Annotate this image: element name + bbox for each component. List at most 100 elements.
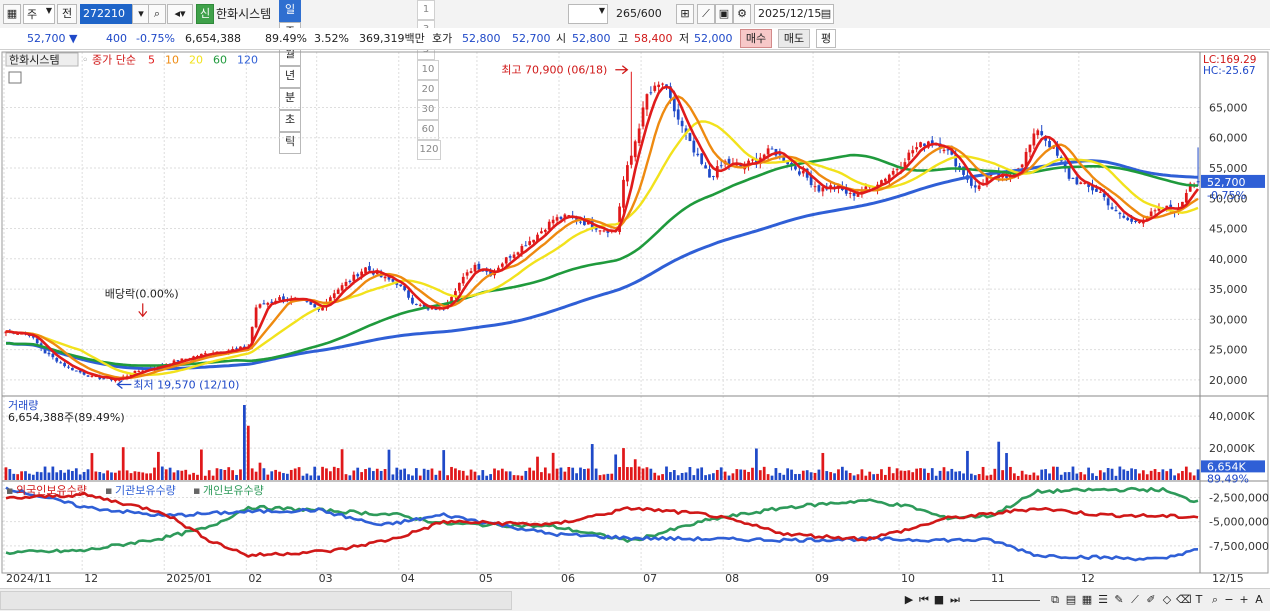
font-size-icon[interactable]: A: [1255, 593, 1263, 606]
period-number-30[interactable]: 30: [417, 100, 439, 120]
volume-bar: [1173, 475, 1176, 480]
rewind-icon[interactable]: ⏮: [919, 593, 929, 606]
pen-icon[interactable]: ✐: [1146, 593, 1156, 606]
calendar-icon[interactable]: ▤: [820, 7, 832, 20]
candle-body: [559, 217, 563, 219]
period-number-20[interactable]: 20: [417, 80, 439, 100]
stock-chart[interactable]: 20,000 25,000 30,000 35,000 40,000 45,000 50,0…: [0, 50, 1270, 588]
eraser-icon[interactable]: ⌫: [1176, 593, 1192, 606]
minus-icon[interactable]: −: [1224, 593, 1234, 606]
candle-body: [1130, 218, 1133, 222]
candle-body: [1126, 217, 1130, 221]
play-icon[interactable]: ▶: [904, 593, 914, 606]
plus-icon[interactable]: +: [1239, 593, 1249, 606]
candle-body: [1149, 211, 1153, 217]
volume-bar: [536, 456, 539, 480]
candle-body: [536, 234, 539, 242]
volume-bar: [942, 467, 946, 480]
grid-icon[interactable]: ▦: [3, 4, 21, 24]
stock-code-input[interactable]: 272210: [80, 4, 134, 24]
volume-bar: [637, 466, 641, 480]
stop-icon[interactable]: ■: [933, 593, 945, 606]
zoom-slider[interactable]: [970, 592, 1040, 601]
layout-icon[interactable]: ⧉: [1051, 593, 1059, 606]
period-tab-4[interactable]: 분: [279, 88, 301, 110]
text-icon[interactable]: T: [1195, 593, 1203, 606]
volume-bar: [590, 444, 594, 480]
volume-bars: [4, 405, 1200, 480]
candle-body: [74, 370, 78, 372]
volume-bar: [266, 474, 270, 480]
volume-bar: [907, 470, 911, 480]
speaker-icon[interactable]: ◂▾: [167, 4, 193, 24]
volume-bar: [106, 470, 109, 480]
candle-body: [649, 92, 653, 94]
volume-bar: [282, 473, 285, 480]
axes: 20,000 25,000 30,000 35,000 40,000 45,000 50,0…: [6, 101, 1269, 585]
change-percent: -0.75%: [136, 32, 175, 45]
volume-bar: [360, 472, 363, 480]
candle-body: [387, 275, 391, 280]
candle-body: [137, 370, 141, 372]
volume-bar: [981, 466, 985, 480]
volume-bar: [872, 474, 876, 480]
shape-icon[interactable]: ◇: [1162, 593, 1172, 606]
tool-icon[interactable]: ⟋: [697, 4, 715, 24]
candle-body: [540, 231, 543, 234]
candle-body: [1196, 181, 1200, 183]
volume-bar: [844, 470, 848, 480]
sell-button[interactable]: 매도: [778, 29, 810, 48]
period-number-10[interactable]: 10: [417, 60, 439, 80]
price-tick-label: 45,000: [1209, 223, 1248, 236]
candle-body: [520, 246, 524, 253]
new-badge[interactable]: 신: [196, 4, 214, 24]
market-select[interactable]: 주 ▼: [23, 4, 55, 24]
volume-bar: [489, 474, 492, 480]
volume-bar: [1016, 475, 1020, 480]
pyeong-button[interactable]: 평: [816, 29, 836, 48]
volume-bar: [1188, 472, 1192, 480]
volume-bar: [336, 468, 340, 480]
volume-bar: [1055, 466, 1059, 480]
draw-icon[interactable]: ✎: [1114, 593, 1124, 606]
period-number-120[interactable]: 120: [417, 140, 441, 160]
period-number-60[interactable]: 60: [417, 120, 439, 140]
period-tab-3[interactable]: 년: [279, 66, 301, 88]
volume-bar: [297, 467, 301, 480]
table-icon[interactable]: ▦: [1081, 593, 1093, 606]
volume-bar: [919, 468, 922, 480]
line-icon[interactable]: ⟋: [1131, 593, 1139, 606]
period-tab-0[interactable]: 일: [279, 0, 301, 22]
forward-icon[interactable]: ⏭: [950, 593, 960, 606]
volume-bar: [285, 473, 289, 480]
volume-bar: [626, 467, 629, 480]
candle-body: [1134, 221, 1137, 223]
candle-body: [328, 297, 332, 303]
list-icon[interactable]: ☰: [1098, 593, 1108, 606]
candle-body: [794, 166, 797, 170]
period-number-1[interactable]: 1: [417, 0, 435, 20]
prev-button[interactable]: 전: [57, 4, 77, 24]
save-icon[interactable]: ▣: [715, 4, 733, 24]
candle-body: [43, 347, 47, 354]
volume-bar: [1161, 469, 1165, 480]
buy-button[interactable]: 매수: [740, 29, 772, 48]
scroll-track[interactable]: [0, 591, 512, 610]
gear-icon[interactable]: ⚙: [733, 4, 751, 24]
x-tick-label: 03: [319, 572, 333, 585]
layout2-icon[interactable]: ▤: [1065, 593, 1077, 606]
candle-body: [47, 352, 51, 355]
number-select[interactable]: ▼: [568, 4, 608, 24]
date-input[interactable]: 2025/12/15: [754, 4, 834, 24]
volume-bar: [508, 471, 512, 480]
open-price: 52,800: [572, 32, 611, 45]
candle-body: [973, 185, 977, 188]
candle-body: [704, 165, 707, 169]
volume-bar: [809, 472, 813, 480]
candle-icon[interactable]: ⊞: [676, 4, 694, 24]
search-icon[interactable]: ⌕: [148, 4, 166, 24]
period-tab-5[interactable]: 초: [279, 110, 301, 132]
zoom-icon[interactable]: ⌕: [1211, 593, 1219, 606]
volume-bar: [786, 468, 790, 480]
candle-body: [133, 371, 137, 375]
